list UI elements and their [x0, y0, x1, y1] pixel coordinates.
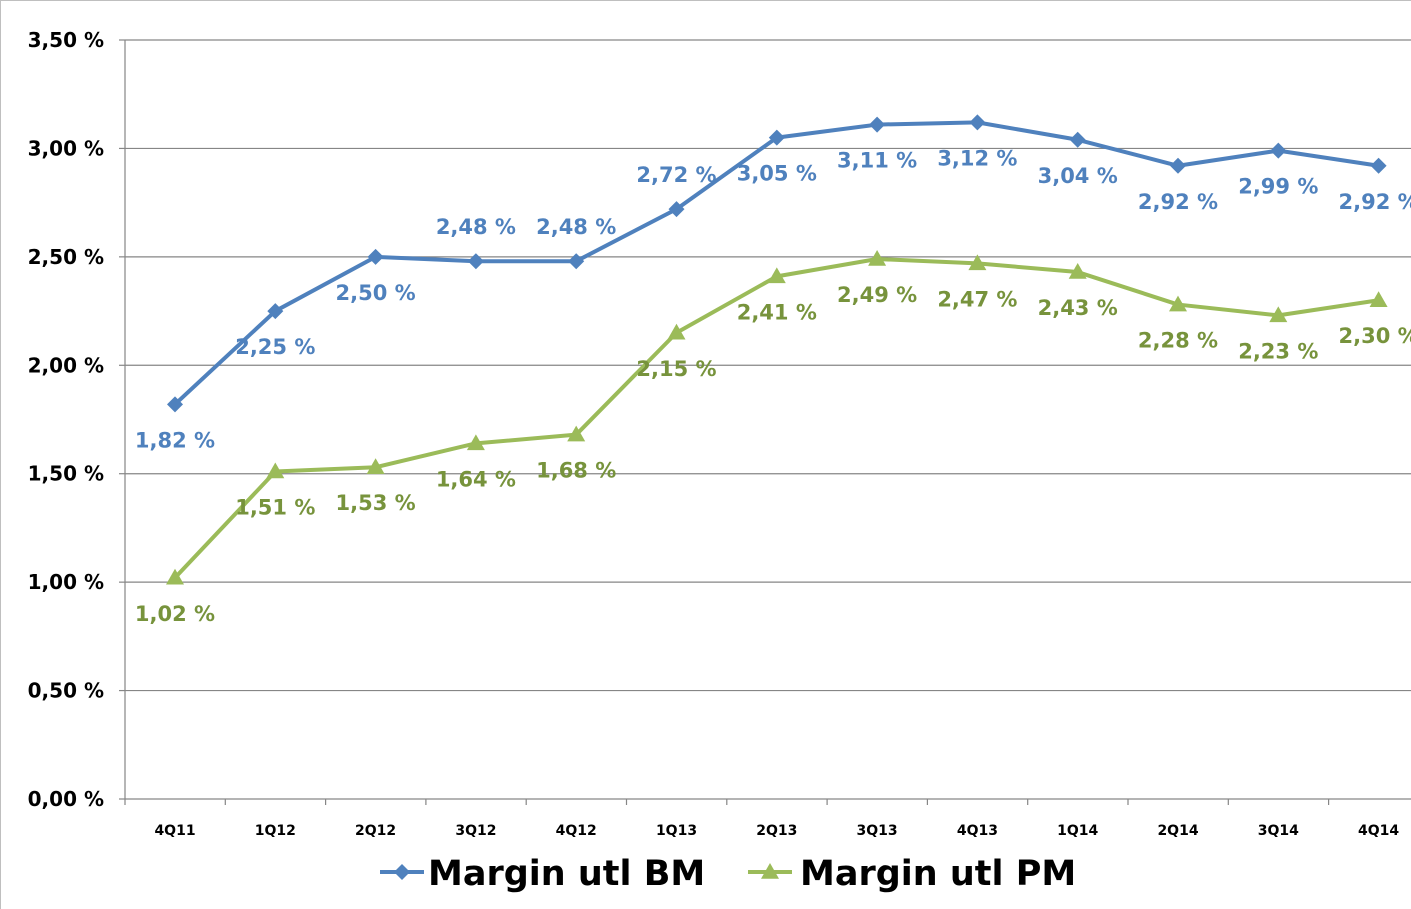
data-point: [1069, 131, 1086, 148]
data-point: [1270, 142, 1287, 159]
data-label: 3,04 %: [1038, 164, 1118, 188]
data-point: [1370, 157, 1387, 174]
data-point: [568, 253, 585, 270]
data-point: [868, 250, 887, 266]
x-tick-label: 3Q12: [455, 823, 496, 839]
data-label: 3,12 %: [937, 146, 1017, 170]
x-tick-label: 4Q13: [957, 823, 998, 839]
data-label: 1,82 %: [135, 428, 215, 452]
data-label: 2,50 %: [336, 281, 416, 305]
data-label: 1,68 %: [536, 459, 616, 483]
data-label: 3,05 %: [737, 162, 817, 186]
data-label: 3,11 %: [837, 149, 917, 173]
x-tick-label: 1Q14: [1057, 823, 1098, 839]
y-tick-label: 1,00 %: [28, 570, 104, 594]
x-tick-label: 2Q12: [355, 823, 396, 839]
data-label: 1,53 %: [336, 491, 416, 515]
x-tick-label: 4Q12: [556, 823, 597, 839]
data-point: [266, 462, 285, 479]
x-tick-label: 1Q12: [255, 823, 296, 839]
data-label: 1,64 %: [436, 467, 516, 491]
data-label: 2,49 %: [837, 283, 917, 307]
x-tick-label: 1Q13: [656, 823, 697, 839]
y-tick-label: 0,00 %: [28, 787, 104, 811]
data-point: [969, 114, 986, 131]
data-label: 2,41 %: [737, 300, 817, 324]
y-tick-label: 3,50 %: [28, 28, 104, 52]
data-point: [668, 201, 685, 218]
data-point: [1170, 157, 1186, 174]
data-point: [366, 458, 385, 474]
y-tick-label: 1,50 %: [28, 462, 104, 486]
data-label: 1,02 %: [135, 602, 215, 626]
data-label: 2,47 %: [937, 287, 1017, 311]
data-point: [1068, 263, 1087, 279]
data-label: 2,25 %: [235, 335, 315, 359]
data-point: [466, 434, 485, 451]
y-tick-label: 3,00 %: [28, 136, 104, 160]
legend-marker: [394, 864, 410, 880]
y-tick-label: 2,50 %: [28, 245, 104, 269]
x-tick-label: 2Q13: [756, 823, 797, 839]
data-point: [1269, 306, 1288, 323]
data-point: [166, 568, 184, 585]
data-label: 2,28 %: [1138, 329, 1218, 353]
data-point: [467, 253, 484, 270]
data-point: [567, 425, 586, 442]
data-point: [869, 116, 886, 133]
data-label: 2,99 %: [1238, 175, 1318, 199]
data-label: 2,48 %: [436, 215, 516, 239]
legend-label: Margin utl PM: [800, 854, 1076, 894]
data-label: 2,15 %: [636, 357, 716, 381]
legend-marker: [761, 863, 779, 879]
x-tick-label: 2Q14: [1157, 823, 1198, 839]
data-point: [1369, 291, 1388, 307]
data-point: [267, 303, 284, 320]
data-point: [367, 248, 384, 265]
data-label: 2,92 %: [1138, 190, 1218, 214]
data-label: 2,23 %: [1238, 339, 1318, 363]
data-point: [1169, 295, 1187, 312]
data-point: [667, 323, 686, 340]
x-tick-label: 4Q11: [154, 823, 195, 839]
data-label: 2,43 %: [1038, 296, 1118, 320]
data-label: 1,51 %: [235, 496, 315, 520]
data-point: [968, 254, 987, 271]
x-tick-label: 3Q14: [1258, 823, 1299, 839]
x-tick-label: 4Q14: [1358, 823, 1399, 839]
data-label: 2,72 %: [636, 163, 716, 187]
data-label: 2,30 %: [1339, 324, 1411, 348]
data-label: 2,92 %: [1339, 190, 1411, 214]
data-point: [768, 129, 785, 146]
y-tick-label: 0,50 %: [28, 679, 104, 703]
x-tick-label: 3Q13: [857, 823, 898, 839]
y-tick-label: 2,00 %: [28, 353, 104, 377]
data-point: [767, 267, 786, 284]
data-label: 2,48 %: [536, 215, 616, 239]
data-point: [167, 396, 183, 413]
legend-label: Margin utl BM: [428, 854, 705, 894]
